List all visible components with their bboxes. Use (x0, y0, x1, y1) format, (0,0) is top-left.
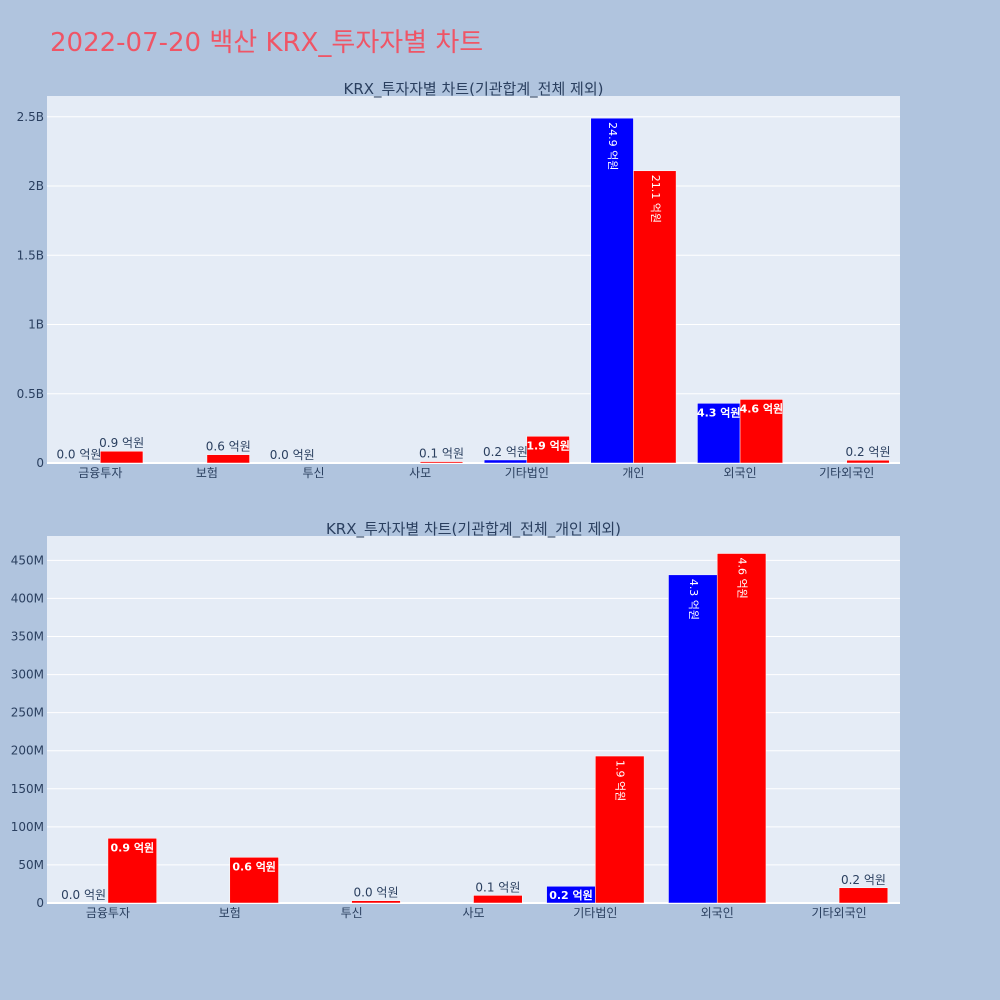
y-tick-label: 450M (11, 553, 44, 567)
x-tick-label: 기타법인 (573, 906, 617, 920)
bar (483, 459, 528, 464)
data-label: 24.9 억원 (606, 122, 619, 170)
data-label: 0.2 억원 (483, 445, 528, 459)
x-tick-label: 외국인 (701, 906, 734, 920)
bar (716, 553, 767, 904)
y-tick-label: 2B (28, 179, 44, 193)
y-tick-label: 0 (36, 456, 44, 470)
y-tick-label: 50M (18, 858, 44, 872)
data-label: 0.0 억원 (270, 448, 315, 462)
y-tick-label: 1.5B (17, 248, 44, 262)
bar (526, 436, 570, 464)
bar (739, 399, 783, 464)
x-tick-label: 기타외국인 (819, 466, 874, 480)
x-tick-label: 투신 (303, 466, 325, 480)
x-tick-label: 기타외국인 (811, 906, 866, 920)
bar (473, 895, 523, 904)
data-label: 0.2 억원 (846, 445, 891, 459)
chart-2: 0 50M 100M 150M 200M 250M 300M 350M 400M 450M KRX_… (11, 520, 900, 920)
data-label: 0.1 억원 (419, 447, 464, 461)
data-label: 4.3 억원 (687, 579, 700, 620)
bar (633, 170, 677, 464)
y-tick-label: 1B (28, 318, 44, 332)
y-tick-label: 100M (11, 820, 44, 834)
bar (846, 459, 890, 464)
data-label: 1.9 억원 (614, 760, 627, 801)
data-label: 0.6 억원 (206, 440, 251, 454)
y-tick-label: 200M (11, 744, 44, 758)
x-tick-label: 보험 (196, 466, 218, 480)
x-tick-label: 외국인 (724, 466, 757, 480)
x-tick-label: 개인 (622, 466, 644, 480)
x-tick-label: 보험 (219, 906, 241, 920)
x-tick-label: 사모 (409, 466, 431, 480)
chart-title: KRX_투자자별 차트(기관합계_전체 제외) (344, 80, 604, 99)
bar (107, 838, 157, 904)
y-tick-label: 0.5B (17, 387, 44, 401)
bar (590, 117, 634, 464)
chart-1: 0 0.5B 1B 1.5B 2B 2.5B KRX_투자자별 차트(기관합계_전체 제외)… (17, 80, 900, 480)
y-tick-label: 400M (11, 591, 44, 605)
y-tick-label: 0 (36, 896, 44, 910)
page-title: 2022-07-20 백산 KRX_투자자별 차트 (50, 28, 484, 58)
data-label: 0.0 억원 (56, 448, 101, 462)
data-label: 4.6 억원 (736, 558, 749, 599)
chart-title: KRX_투자자별 차트(기관합계_전체_개인 제외) (326, 520, 621, 539)
bar (100, 450, 144, 464)
data-label: 4.6 억원 (740, 401, 784, 415)
x-tick-label: 사모 (462, 906, 484, 920)
bar (838, 887, 889, 904)
bar (229, 857, 279, 904)
data-label: 4.3 억원 (697, 405, 741, 419)
y-tick-label: 300M (11, 668, 44, 682)
data-label: 1.9 억원 (526, 438, 570, 452)
bar (668, 574, 718, 904)
x-tick-label: 금융투자 (86, 906, 130, 920)
bar (595, 755, 645, 904)
bar (351, 900, 401, 904)
data-label: 0.0 억원 (61, 888, 106, 902)
x-tick-label: 투신 (341, 906, 363, 920)
y-tick-label: 150M (11, 782, 44, 796)
y-tick-label: 350M (11, 630, 44, 644)
x-tick-label: 기타법인 (505, 466, 549, 480)
data-label: 0.9 억원 (99, 436, 144, 450)
bar (206, 454, 250, 464)
data-label: 0.2 억원 (841, 873, 886, 887)
data-label: 0.1 억원 (475, 880, 520, 894)
bar (697, 403, 741, 464)
plot-area (47, 536, 900, 903)
bar (419, 461, 464, 464)
y-tick-label: 250M (11, 706, 44, 720)
y-tick-label: 2.5B (17, 110, 44, 124)
data-label: 0.6 억원 (232, 859, 276, 873)
data-label: 0.9 억원 (111, 840, 155, 854)
data-label: 0.2 억원 (549, 888, 593, 902)
data-label: 21.1 억원 (649, 175, 662, 223)
data-label: 0.0 억원 (354, 886, 399, 900)
x-tick-label: 금융투자 (78, 466, 122, 480)
